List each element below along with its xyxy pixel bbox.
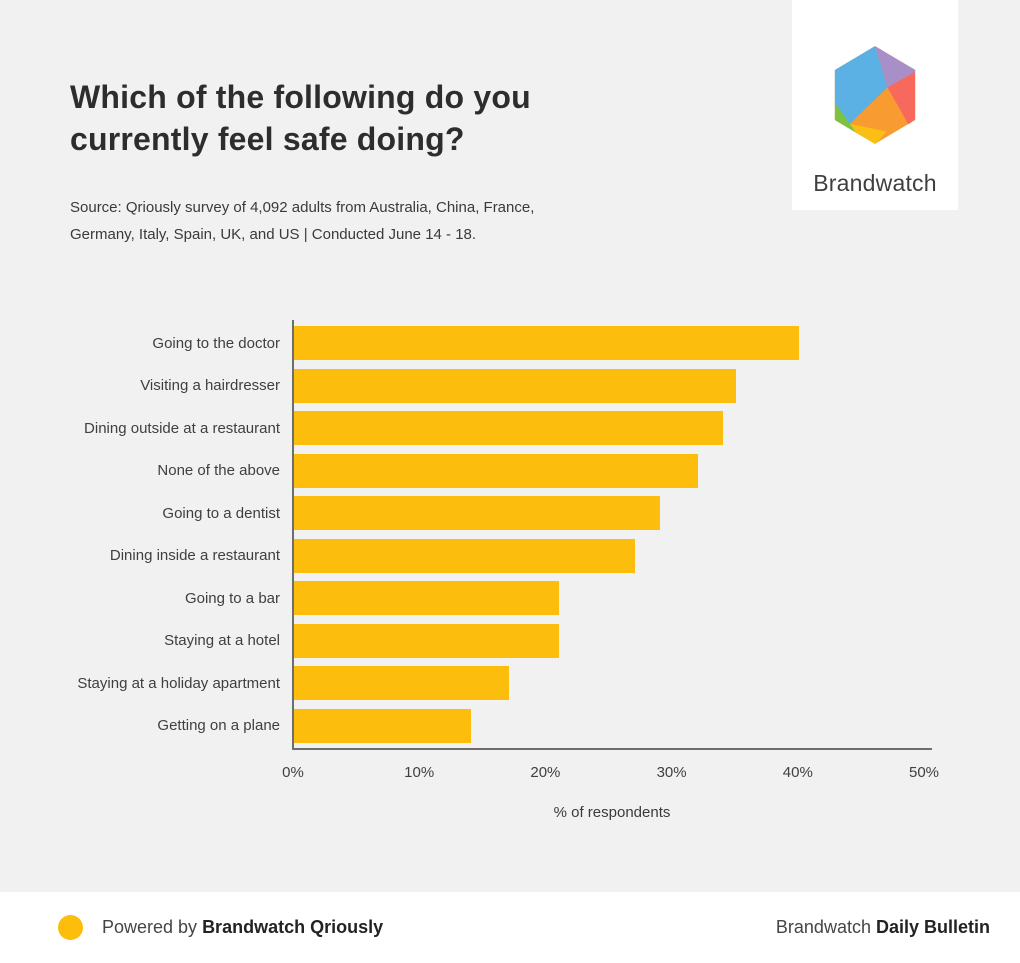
source-note: Source: Qriously survey of 4,092 adults … <box>70 194 690 248</box>
bar-label: Visiting a hairdresser <box>140 377 280 395</box>
bar-track <box>294 326 1020 361</box>
bar-row: Dining inside a restaurant <box>0 535 1020 578</box>
bar-row: Going to a dentist <box>0 492 1020 535</box>
footer-powered-by: Powered by Brandwatch Qriously <box>58 892 383 963</box>
bar-track <box>294 581 1020 616</box>
bar <box>294 666 509 701</box>
bar-label: Staying at a holiday apartment <box>77 674 280 692</box>
bar-label: Staying at a hotel <box>164 632 280 650</box>
bar-row: Staying at a holiday apartment <box>0 662 1020 705</box>
bar <box>294 623 560 658</box>
bar-track <box>294 496 1020 531</box>
bar-track <box>294 538 1020 573</box>
x-axis-title: % of respondents <box>553 804 671 821</box>
bar-label: Going to a dentist <box>162 504 280 522</box>
x-tick-label: 30% <box>656 764 687 781</box>
x-axis-ticks: 0% 10% 20% 30% 40% 50% <box>0 764 1020 784</box>
bar <box>294 453 698 488</box>
bar-rows: Going to the doctor Visiting a hairdresse… <box>0 322 1020 747</box>
brandwatch-wordmark: Brandwatch <box>813 170 937 196</box>
bar-row: Staying at a hotel <box>0 620 1020 663</box>
bar <box>294 538 635 573</box>
bar <box>294 326 799 361</box>
bar-row: Getting on a plane <box>0 705 1020 748</box>
qriously-dot-icon <box>58 915 83 940</box>
footer-daily-bulletin: Brandwatch Daily Bulletin <box>775 917 990 937</box>
footer-bar: Powered by Brandwatch Qriously Brandwatc… <box>0 892 1020 963</box>
bar-track <box>294 666 1020 701</box>
x-axis-line <box>292 748 932 750</box>
bar-track <box>294 708 1020 743</box>
bar <box>294 411 724 446</box>
bar-label: Dining inside a restaurant <box>109 547 280 565</box>
bar-row: Dining outside at a restaurant <box>0 407 1020 450</box>
bar-label: Getting on a plane <box>157 717 280 735</box>
bar-track <box>294 453 1020 488</box>
x-tick-label: 20% <box>530 764 561 781</box>
x-tick-label: 10% <box>404 764 435 781</box>
bar <box>294 581 560 616</box>
x-tick-label: 50% <box>908 764 940 781</box>
bar-chart: Going to the doctor Visiting a hairdresse… <box>0 320 1020 842</box>
bar-track <box>294 411 1020 446</box>
bar-row: Going to the doctor <box>0 322 1020 365</box>
bar-track <box>294 623 1020 658</box>
bar-row: None of the above <box>0 450 1020 493</box>
bar-label: Dining outside at a restaurant <box>84 419 280 437</box>
bar-label: Going to the doctor <box>152 334 280 352</box>
page-title: Which of the following do you currently … <box>70 79 531 157</box>
source-line-1: Source: Qriously survey of 4,092 adults … <box>70 199 535 216</box>
bar <box>294 708 471 743</box>
brandwatch-hexagon-icon <box>834 46 916 144</box>
bar-row: Going to a bar <box>0 577 1020 620</box>
bar-label: Going to a bar <box>184 589 280 607</box>
x-tick-label: 40% <box>782 764 813 781</box>
x-tick-label: 0% <box>282 764 304 781</box>
bar-track <box>294 368 1020 403</box>
bar-row: Visiting a hairdresser <box>0 365 1020 408</box>
bar <box>294 368 736 403</box>
bar-label: None of the above <box>157 462 280 480</box>
bar <box>294 496 660 531</box>
brandwatch-logo-card: Brandwatch <box>792 0 958 210</box>
source-line-2: Germany, Italy, Spain, UK, and US | Cond… <box>70 226 477 243</box>
powered-by-text: Powered by Brandwatch Qriously <box>102 917 384 937</box>
y-axis-line <box>292 320 294 748</box>
